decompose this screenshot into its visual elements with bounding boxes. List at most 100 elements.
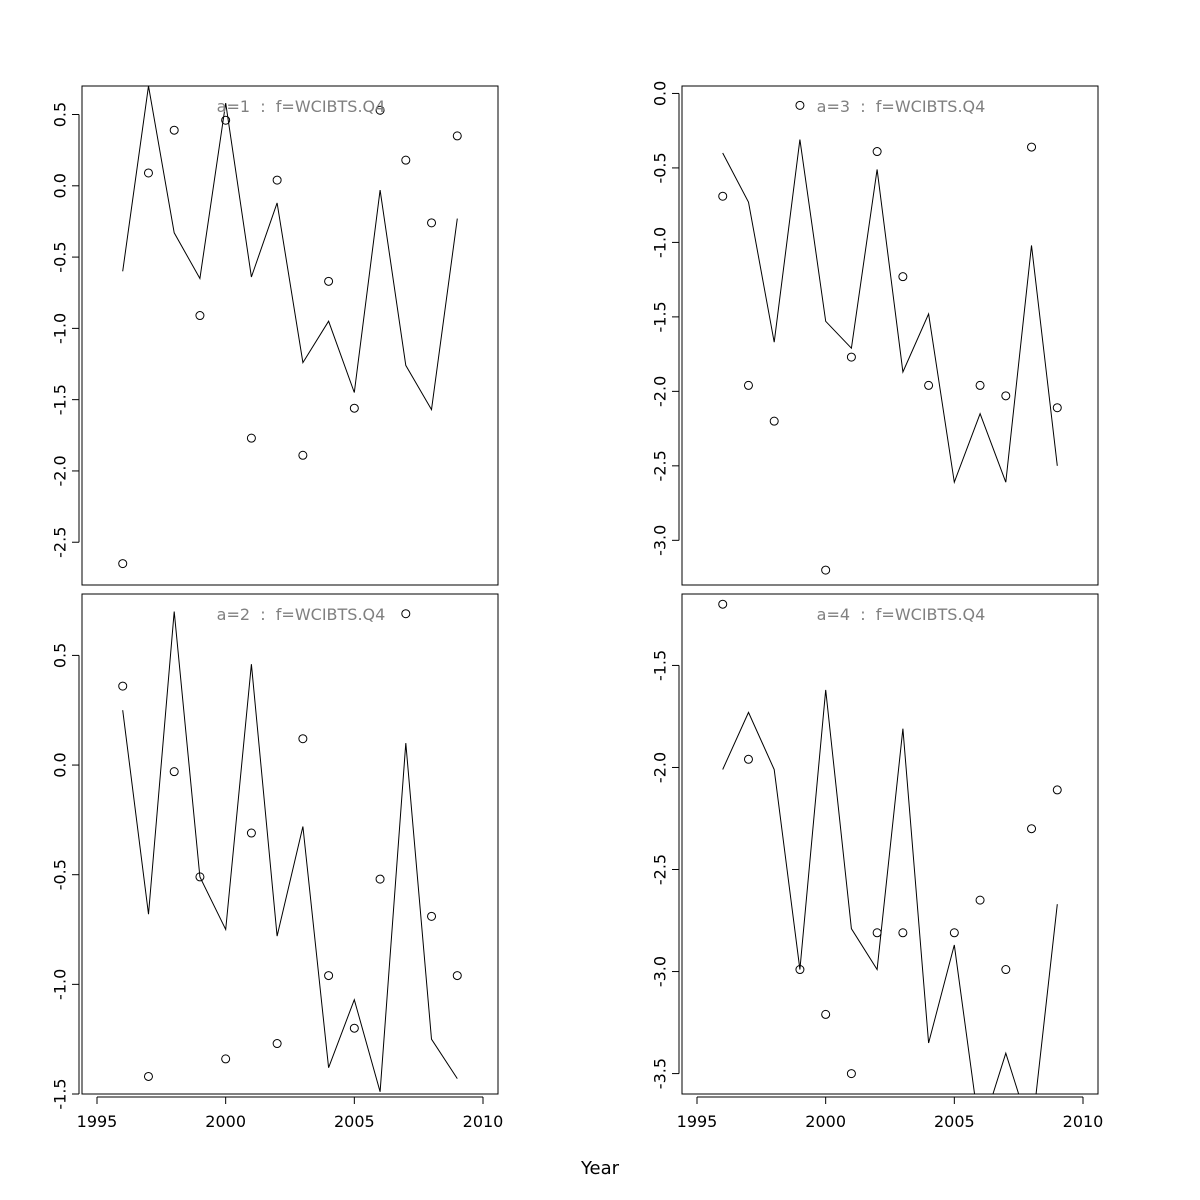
x-tick-label: 1995 — [677, 1112, 718, 1131]
observation-point — [349, 1023, 359, 1033]
observation-point — [718, 191, 728, 201]
observation-point — [195, 311, 205, 321]
observation-point — [975, 895, 985, 905]
x-tick-label: 2010 — [1063, 1112, 1104, 1131]
y-tick-label: 0.0 — [51, 752, 70, 777]
observation-point — [324, 276, 334, 286]
observation-point — [924, 380, 934, 390]
fitted-line — [722, 139, 1058, 485]
observation-point — [375, 105, 385, 115]
panel-frame — [81, 85, 499, 586]
y-tick-label: -2.5 — [651, 854, 670, 885]
fitted-line — [122, 86, 458, 412]
panel-frame — [681, 593, 1099, 1095]
observation-point — [898, 272, 908, 282]
fitted-line — [122, 611, 458, 1092]
observation-point — [743, 754, 753, 764]
x-tick-label: 2000 — [805, 1112, 846, 1131]
observation-point — [821, 565, 831, 575]
observation-point — [846, 1069, 856, 1079]
panel-data — [118, 609, 462, 1092]
y-tick-label: -0.5 — [51, 241, 70, 272]
observation-point — [872, 928, 882, 938]
panel-title: a=1 : f=WCIBTS.Q4 — [217, 97, 386, 116]
observation-point — [898, 928, 908, 938]
y-tick-label: -0.5 — [51, 859, 70, 890]
observation-point — [949, 928, 959, 938]
panel-1: -2.5 -2.0 -1.5 -1.0 -0.5 0.0 0.5 a=1 : f=WCIBTS… — [51, 85, 499, 586]
observation-point — [143, 1071, 153, 1081]
observation-point — [195, 872, 205, 882]
fitted-line — [722, 689, 1058, 1094]
y-tick-label: -1.5 — [651, 301, 670, 332]
observation-point — [375, 874, 385, 884]
observation-point — [324, 971, 334, 981]
observation-point — [769, 416, 779, 426]
observation-point — [169, 767, 179, 777]
observation-point — [1052, 403, 1062, 413]
observation-point — [795, 965, 805, 975]
y-tick-label: -1.0 — [651, 227, 670, 258]
y-tick-label: -2.0 — [651, 752, 670, 783]
observation-point — [118, 559, 128, 569]
panel-data — [118, 86, 462, 569]
panel-title: a=2 : f=WCIBTS.Q4 — [217, 605, 386, 624]
panel-2: -3.0 -2.5 -2.0 -1.5 -1.0 -0.5 0.0 a=3 : f=WCIBT… — [651, 81, 1099, 586]
y-tick-label: -2.0 — [51, 455, 70, 486]
observation-point — [298, 450, 308, 460]
y-tick-label: -0.5 — [651, 152, 670, 183]
observation-point — [718, 599, 728, 609]
observation-point — [143, 168, 153, 178]
panel-data — [718, 100, 1062, 575]
observation-point — [1027, 824, 1037, 834]
panel-title: a=3 : f=WCIBTS.Q4 — [817, 97, 986, 116]
observation-point — [452, 971, 462, 981]
panel-frame — [81, 593, 499, 1095]
observation-point — [427, 911, 437, 921]
observation-point — [401, 155, 411, 165]
y-tick-label: 0.5 — [51, 643, 70, 668]
panel-frame — [681, 85, 1099, 586]
observation-point — [349, 403, 359, 413]
y-tick-label: -1.5 — [51, 384, 70, 415]
panels-group: -2.5 -2.0 -1.5 -1.0 -0.5 0.0 0.5 a=1 : f=WCIBTS… — [51, 81, 1104, 1131]
y-tick-label: 0.5 — [51, 102, 70, 127]
observation-point — [401, 609, 411, 619]
observation-point — [427, 218, 437, 228]
observation-point — [452, 131, 462, 141]
observation-point — [821, 1009, 831, 1019]
observation-point — [795, 100, 805, 110]
x-tick-label: 1995 — [77, 1112, 118, 1131]
observation-point — [246, 433, 256, 443]
observation-point — [1027, 142, 1037, 152]
y-tick-label: -3.0 — [651, 956, 670, 987]
observation-point — [118, 681, 128, 691]
y-tick-label: -1.5 — [651, 650, 670, 681]
panel-title: a=4 : f=WCIBTS.Q4 — [817, 605, 986, 624]
observation-point — [846, 352, 856, 362]
y-tick-label: -1.0 — [51, 969, 70, 1000]
panel-4: -3.5 -3.0 -2.5 -2.0 -1.5 1995 2000 2005 2010 a=4 … — [651, 593, 1104, 1131]
observation-point — [1052, 785, 1062, 795]
observation-point — [872, 147, 882, 157]
y-tick-label: 0.0 — [651, 81, 670, 106]
x-tick-label: 2010 — [463, 1112, 504, 1131]
y-tick-label: -3.0 — [651, 525, 670, 556]
x-axis-label: Year — [580, 1158, 620, 1179]
y-tick-label: 0.0 — [51, 173, 70, 198]
observation-point — [1001, 965, 1011, 975]
y-tick-label: -1.5 — [51, 1078, 70, 1109]
observation-point — [169, 125, 179, 135]
observation-point — [221, 1054, 231, 1064]
y-tick-label: -2.0 — [651, 376, 670, 407]
observation-point — [272, 175, 282, 185]
observation-point — [743, 380, 753, 390]
observation-point — [221, 115, 231, 125]
y-tick-label: -2.5 — [651, 450, 670, 481]
observation-point — [246, 828, 256, 838]
x-tick-label: 2005 — [934, 1112, 975, 1131]
y-tick-label: -2.5 — [51, 527, 70, 558]
observation-point — [1001, 391, 1011, 401]
observation-point — [975, 380, 985, 390]
